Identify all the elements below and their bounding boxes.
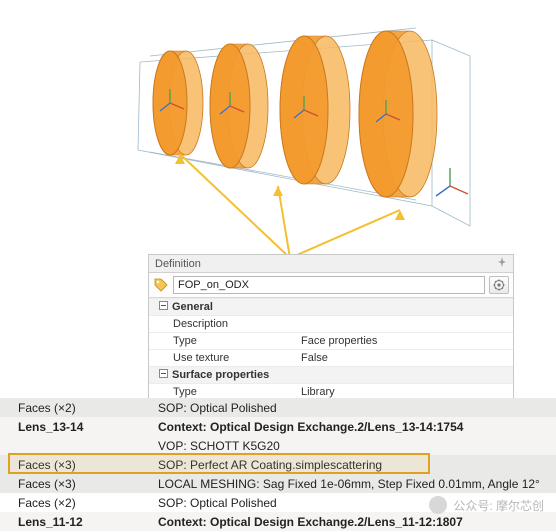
property-label: Use texture [149, 351, 297, 365]
name-input[interactable] [173, 276, 485, 294]
listing-col-value: SOP: Optical Polished [158, 401, 550, 415]
listing-col-name: Faces (×3) [0, 477, 158, 491]
tag-icon [153, 277, 169, 293]
expander-icon[interactable] [159, 301, 168, 310]
property-row[interactable]: Use textureFalse [149, 349, 513, 366]
wechat-icon [429, 496, 447, 514]
name-row [149, 273, 513, 298]
property-value[interactable]: Face properties [297, 334, 513, 348]
property-row[interactable]: TypeFace properties [149, 332, 513, 349]
pin-icon[interactable] [497, 257, 507, 270]
property-label: Type [149, 385, 297, 399]
listing-col-name: Faces (×3) [0, 458, 158, 472]
listing-row[interactable]: Faces (×3)LOCAL MESHING: Sag Fixed 1e-06… [0, 474, 556, 493]
lens-render [0, 0, 556, 260]
property-row[interactable]: Description [149, 315, 513, 332]
expander-icon[interactable] [159, 369, 168, 378]
watermark: 公众号: 摩尔芯创 [429, 496, 544, 514]
panel-title: Definition [155, 258, 497, 270]
settings-button[interactable] [489, 276, 509, 294]
gear-icon [493, 279, 505, 291]
listing-col-value: SOP: Perfect AR Coating.simplescattering [158, 458, 550, 472]
property-value[interactable] [297, 323, 513, 325]
property-label: Type [149, 334, 297, 348]
listing-col-name: Faces (×2) [0, 401, 158, 415]
property-value[interactable]: Library [297, 385, 513, 399]
listing-col-value: VOP: SCHOTT K5G20 [158, 439, 550, 453]
property-group[interactable]: Surface properties [149, 366, 513, 383]
listing-row[interactable]: Faces (×2)SOP: Optical Polished [0, 398, 556, 417]
listing-row[interactable]: Lens_11-12Context: Optical Design Exchan… [0, 512, 556, 531]
panel-header[interactable]: Definition [149, 255, 513, 273]
viewport-3d[interactable] [0, 0, 556, 252]
property-label: Description [149, 317, 297, 331]
listing-row[interactable]: Lens_13-14Context: Optical Design Exchan… [0, 417, 556, 436]
property-value[interactable]: False [297, 351, 513, 365]
listing-col-value: Context: Optical Design Exchange.2/Lens_… [158, 420, 550, 434]
definition-panel: Definition GeneralDes [148, 254, 514, 418]
watermark-text: 公众号: 摩尔芯创 [453, 497, 544, 514]
listing-row[interactable]: Faces (×3)SOP: Perfect AR Coating.simple… [0, 455, 556, 474]
listing-col-name: Lens_13-14 [0, 420, 158, 434]
property-group[interactable]: General [149, 298, 513, 315]
listing-col-name: Lens_11-12 [0, 515, 158, 529]
listing-col-value: Context: Optical Design Exchange.2/Lens_… [158, 515, 550, 529]
listing-col-name: Faces (×2) [0, 496, 158, 510]
listing-col-value: LOCAL MESHING: Sag Fixed 1e-06mm, Step F… [158, 477, 550, 491]
listing-row[interactable]: VOP: SCHOTT K5G20 [0, 436, 556, 455]
